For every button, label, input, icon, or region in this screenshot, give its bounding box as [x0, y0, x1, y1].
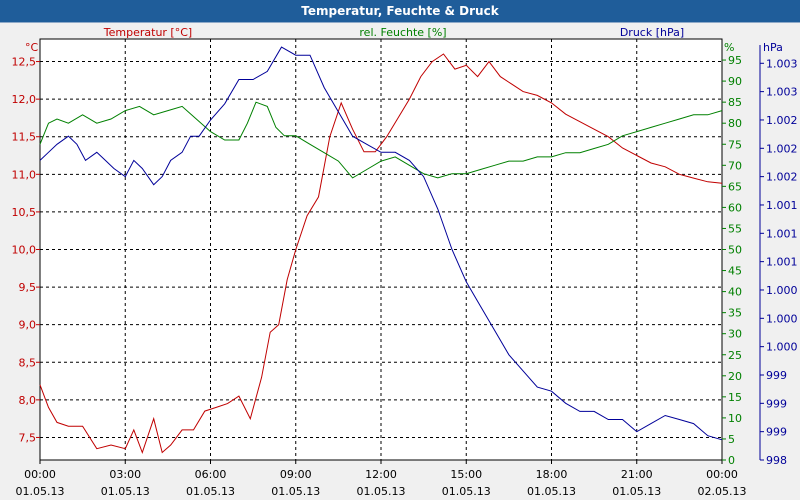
window-title: Temperatur, Feuchte & Druck — [301, 4, 499, 18]
series-line-pressure — [39, 46, 723, 441]
temperature-series-label: Temperatur [°C] — [103, 26, 192, 39]
x-tick-label-time: 12:00 — [365, 468, 397, 481]
humidity-tick-label: 0 — [728, 454, 735, 467]
pressure-tick-label: 1.001 — [766, 256, 798, 269]
humidity-tick-label: 55 — [728, 222, 742, 235]
humidity-tick-label: 50 — [728, 244, 742, 257]
x-tick-label-date: 01.05.13 — [612, 485, 661, 498]
humidity-tick-label: 45 — [728, 265, 742, 278]
temperature-tick-label: 9,0 — [19, 319, 37, 332]
humidity-series-label: rel. Feuchte [%] — [359, 26, 446, 39]
temperature-unit-label: °C — [25, 41, 39, 54]
series-line-temperature — [39, 53, 723, 454]
temperature-tick-label: 9,5 — [19, 281, 37, 294]
x-tick-label-date: 01.05.13 — [271, 485, 320, 498]
pressure-tick-label: 1.000 — [766, 341, 798, 354]
humidity-tick-label: 35 — [728, 307, 742, 320]
humidity-tick-label: 40 — [728, 286, 742, 299]
temperature-tick-label: 8,5 — [19, 356, 37, 369]
temperature-tick-label: 12,5 — [12, 56, 37, 69]
pressure-tick-label: 999 — [766, 426, 787, 439]
humidity-tick-label: 70 — [728, 159, 742, 172]
x-tick-label-time: 03:00 — [109, 468, 141, 481]
window-titlebar: Temperatur, Feuchte & Druck — [0, 0, 800, 23]
x-tick-label-date: 01.05.13 — [16, 485, 65, 498]
x-tick-label-time: 09:00 — [280, 468, 312, 481]
pressure-tick-label: 1.002 — [766, 114, 798, 127]
humidity-tick-label: 95 — [728, 54, 742, 67]
x-tick-label-time: 00:00 — [24, 468, 56, 481]
pressure-tick-label: 1.000 — [766, 284, 798, 297]
humidity-tick-label: 90 — [728, 75, 742, 88]
humidity-tick-label: 80 — [728, 117, 742, 130]
x-tick-label-date: 01.05.13 — [357, 485, 406, 498]
x-tick-label-time: 00:00 — [706, 468, 738, 481]
pressure-tick-label: 1.002 — [766, 142, 798, 155]
humidity-tick-label: 30 — [728, 328, 742, 341]
pressure-unit-label: hPa — [763, 41, 783, 54]
x-tick-label-date: 01.05.13 — [186, 485, 235, 498]
pressure-tick-label: 998 — [766, 454, 787, 467]
x-tick-label-date: 01.05.13 — [442, 485, 491, 498]
humidity-tick-label: 20 — [728, 370, 742, 383]
pressure-series-label: Druck [hPa] — [620, 26, 684, 39]
pressure-tick-label: 999 — [766, 397, 787, 410]
pressure-tick-label: 999 — [766, 369, 787, 382]
humidity-tick-label: 25 — [728, 349, 742, 362]
x-tick-label-date: 02.05.13 — [698, 485, 747, 498]
temperature-tick-label: 11,0 — [12, 168, 37, 181]
temperature-tick-label: 8,0 — [19, 394, 37, 407]
temperature-tick-label: 10,5 — [12, 206, 37, 219]
x-tick-label-time: 06:00 — [195, 468, 227, 481]
humidity-tick-label: 65 — [728, 180, 742, 193]
pressure-tick-label: 1.002 — [766, 171, 798, 184]
series-lines — [39, 46, 723, 454]
pressure-tick-label: 1.001 — [766, 227, 798, 240]
pressure-tick-label: 1.000 — [766, 312, 798, 325]
series-line-humidity — [39, 101, 723, 179]
chart: 00:00 01.05.13 03:00 01.05.13 06:00 01.05.13 0… — [0, 23, 800, 500]
pressure-tick-label: 1.003 — [766, 86, 798, 99]
x-tick-label-time: 15:00 — [450, 468, 482, 481]
temperature-tick-label: 10,0 — [12, 244, 37, 257]
x-tick-label-date: 01.05.13 — [527, 485, 576, 498]
humidity-tick-label: 75 — [728, 138, 742, 151]
humidity-tick-label: 10 — [728, 412, 742, 425]
x-tick-label-time: 21:00 — [621, 468, 653, 481]
pressure-tick-label: 1.001 — [766, 199, 798, 212]
humidity-tick-label: 60 — [728, 201, 742, 214]
x-tick-label-time: 18:00 — [536, 468, 568, 481]
humidity-tick-label: 85 — [728, 96, 742, 109]
temperature-tick-label: 7,5 — [19, 431, 37, 444]
humidity-tick-label: 15 — [728, 391, 742, 404]
x-tick-label-date: 01.05.13 — [101, 485, 150, 498]
axes: 00:00 01.05.13 03:00 01.05.13 06:00 01.05.13 0… — [12, 45, 798, 498]
pressure-tick-label: 1.003 — [766, 57, 798, 70]
humidity-unit-label: % — [724, 41, 734, 54]
temperature-tick-label: 11,5 — [12, 131, 37, 144]
temperature-tick-label: 12,0 — [12, 93, 37, 106]
humidity-tick-label: 5 — [728, 433, 735, 446]
